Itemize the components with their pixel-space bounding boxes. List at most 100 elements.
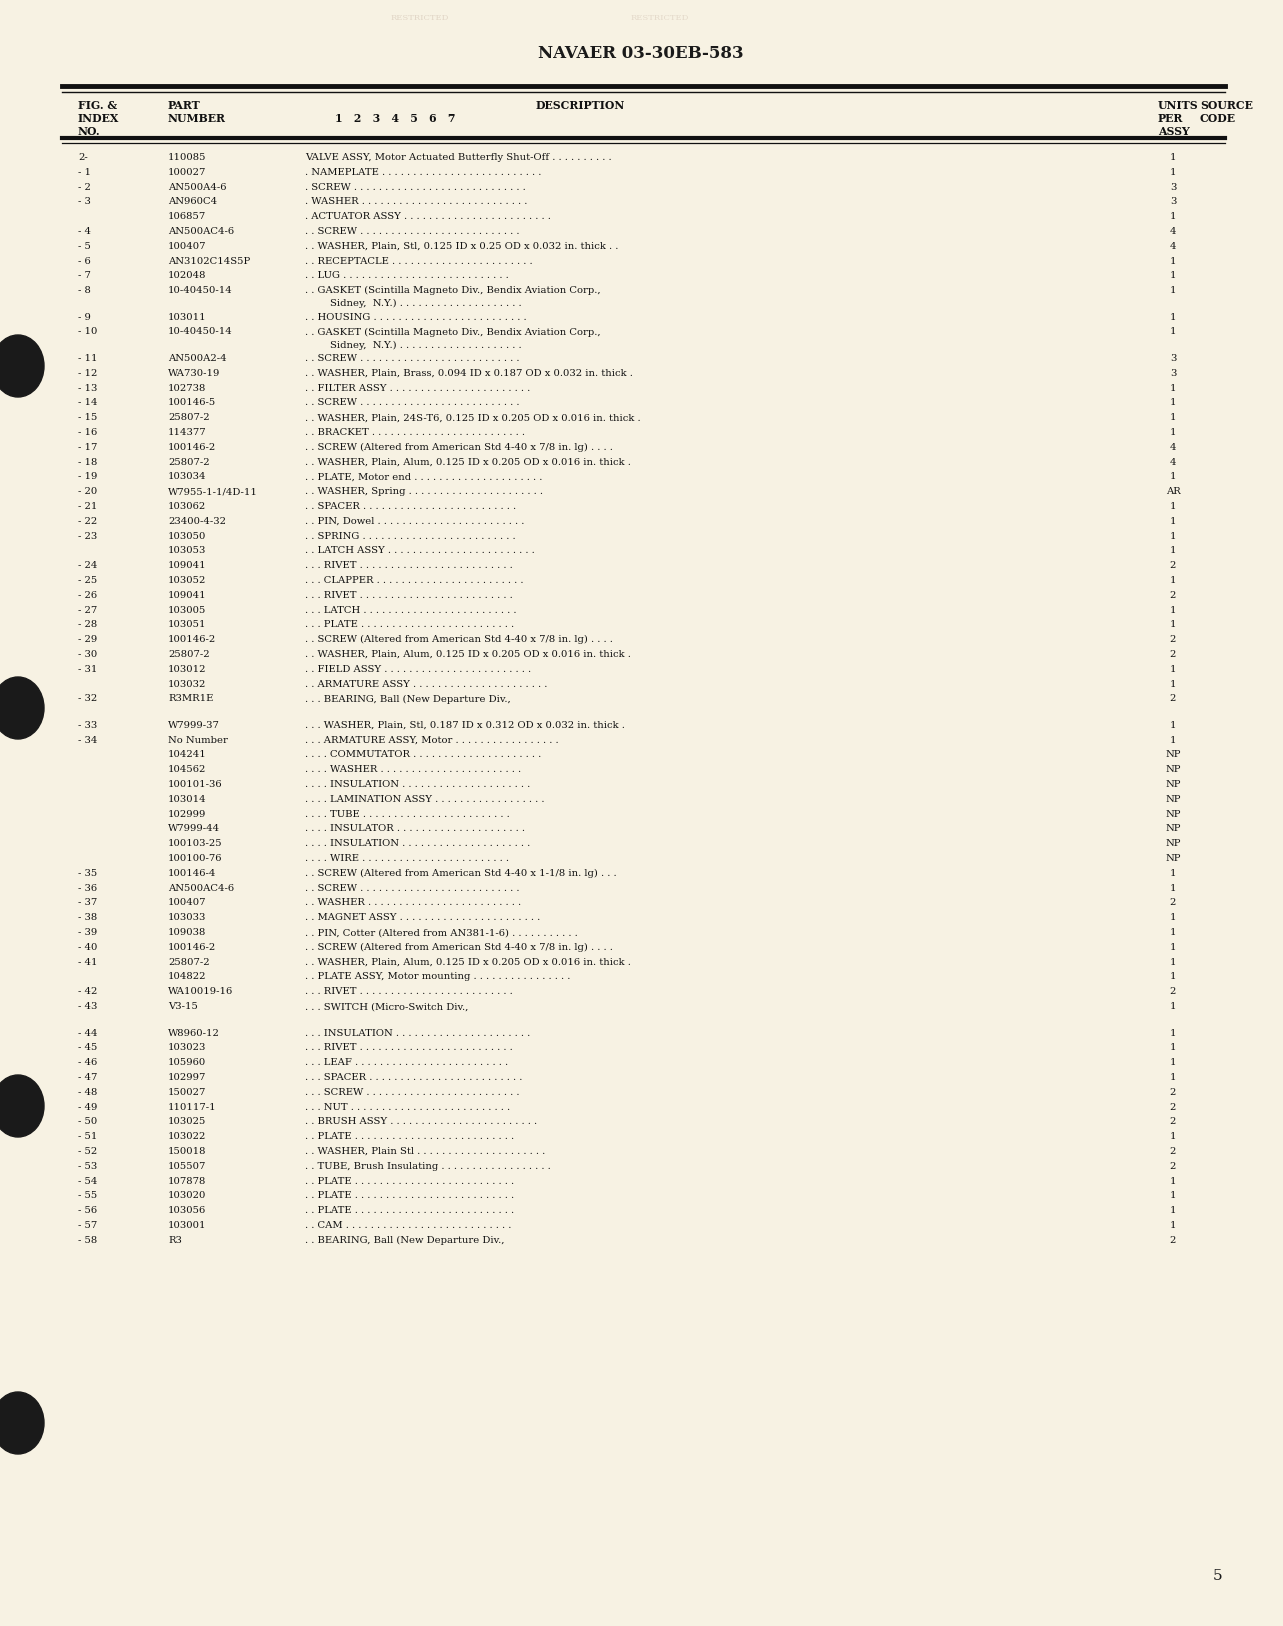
Text: 3: 3 bbox=[1170, 197, 1177, 207]
Text: . . SCREW (Altered from American Std 4-40 x 7/8 in. lg) . . . .: . . SCREW (Altered from American Std 4-4… bbox=[305, 943, 613, 953]
Text: - 13: - 13 bbox=[78, 384, 98, 392]
Text: . . FILTER ASSY . . . . . . . . . . . . . . . . . . . . . . .: . . FILTER ASSY . . . . . . . . . . . . … bbox=[305, 384, 530, 392]
Text: - 52: - 52 bbox=[78, 1146, 98, 1156]
Text: . . . . TUBE . . . . . . . . . . . . . . . . . . . . . . . .: . . . . TUBE . . . . . . . . . . . . . .… bbox=[305, 810, 509, 820]
Text: 103005: 103005 bbox=[168, 605, 207, 615]
Text: 1: 1 bbox=[1170, 1059, 1177, 1067]
Text: - 25: - 25 bbox=[78, 576, 98, 585]
Text: DESCRIPTION: DESCRIPTION bbox=[535, 101, 625, 111]
Text: . . . RIVET . . . . . . . . . . . . . . . . . . . . . . . . .: . . . RIVET . . . . . . . . . . . . . . … bbox=[305, 1044, 513, 1052]
Text: . . WASHER, Spring . . . . . . . . . . . . . . . . . . . . . .: . . WASHER, Spring . . . . . . . . . . .… bbox=[305, 488, 543, 496]
Text: - 26: - 26 bbox=[78, 590, 98, 600]
Text: R3: R3 bbox=[168, 1236, 182, 1246]
Text: . . . RIVET . . . . . . . . . . . . . . . . . . . . . . . . .: . . . RIVET . . . . . . . . . . . . . . … bbox=[305, 987, 513, 997]
Text: 100407: 100407 bbox=[168, 242, 207, 250]
Text: - 19: - 19 bbox=[78, 473, 98, 481]
Text: - 18: - 18 bbox=[78, 457, 98, 467]
Text: - 39: - 39 bbox=[78, 928, 98, 937]
Text: 2: 2 bbox=[1170, 561, 1177, 571]
Text: 1: 1 bbox=[1170, 546, 1177, 556]
Text: 100146-2: 100146-2 bbox=[168, 636, 217, 644]
Text: - 35: - 35 bbox=[78, 868, 98, 878]
Text: . . SCREW (Altered from American Std 4-40 x 7/8 in. lg) . . . .: . . SCREW (Altered from American Std 4-4… bbox=[305, 636, 613, 644]
Text: 100101-36: 100101-36 bbox=[168, 780, 223, 789]
Text: 100146-5: 100146-5 bbox=[168, 398, 217, 408]
Text: 103022: 103022 bbox=[168, 1132, 207, 1141]
Text: 25807-2: 25807-2 bbox=[168, 958, 209, 967]
Text: NAVAER 03-30EB-583: NAVAER 03-30EB-583 bbox=[538, 46, 744, 62]
Text: AN500A2-4: AN500A2-4 bbox=[168, 354, 227, 363]
Text: 104822: 104822 bbox=[168, 972, 207, 982]
Text: - 44: - 44 bbox=[78, 1029, 98, 1037]
Text: 3: 3 bbox=[1170, 182, 1177, 192]
Text: WA730-19: WA730-19 bbox=[168, 369, 221, 377]
Text: - 10: - 10 bbox=[78, 327, 98, 337]
Text: 1: 1 bbox=[1170, 213, 1177, 221]
Text: . . TUBE, Brush Insulating . . . . . . . . . . . . . . . . . .: . . TUBE, Brush Insulating . . . . . . .… bbox=[305, 1163, 550, 1171]
Text: 102997: 102997 bbox=[168, 1073, 207, 1081]
Text: 10-40450-14: 10-40450-14 bbox=[168, 286, 232, 296]
Text: 103033: 103033 bbox=[168, 914, 207, 922]
Text: . . SCREW . . . . . . . . . . . . . . . . . . . . . . . . . .: . . SCREW . . . . . . . . . . . . . . . … bbox=[305, 398, 520, 408]
Text: No Number: No Number bbox=[168, 735, 228, 745]
Text: - 17: - 17 bbox=[78, 442, 98, 452]
Text: - 42: - 42 bbox=[78, 987, 98, 997]
Text: R3MR1E: R3MR1E bbox=[168, 694, 213, 704]
Text: . . . . LAMINATION ASSY . . . . . . . . . . . . . . . . . .: . . . . LAMINATION ASSY . . . . . . . . … bbox=[305, 795, 544, 803]
Text: 100103-25: 100103-25 bbox=[168, 839, 223, 849]
Text: SOURCE: SOURCE bbox=[1200, 101, 1253, 111]
Text: . . RECEPTACLE . . . . . . . . . . . . . . . . . . . . . . .: . . RECEPTACLE . . . . . . . . . . . . .… bbox=[305, 257, 532, 265]
Text: . . . . INSULATION . . . . . . . . . . . . . . . . . . . . .: . . . . INSULATION . . . . . . . . . . .… bbox=[305, 780, 530, 789]
Text: 103025: 103025 bbox=[168, 1117, 207, 1127]
Text: 2: 2 bbox=[1170, 987, 1177, 997]
Text: 1: 1 bbox=[1170, 735, 1177, 745]
Text: 100407: 100407 bbox=[168, 899, 207, 907]
Text: - 55: - 55 bbox=[78, 1192, 98, 1200]
Text: 1: 1 bbox=[1170, 720, 1177, 730]
Text: . . BRUSH ASSY . . . . . . . . . . . . . . . . . . . . . . . .: . . BRUSH ASSY . . . . . . . . . . . . .… bbox=[305, 1117, 538, 1127]
Text: 103034: 103034 bbox=[168, 473, 207, 481]
Text: 1: 1 bbox=[1170, 1044, 1177, 1052]
Text: 1: 1 bbox=[1170, 665, 1177, 673]
Text: AN500A4-6: AN500A4-6 bbox=[168, 182, 227, 192]
Text: NP: NP bbox=[1165, 824, 1180, 834]
Text: 106857: 106857 bbox=[168, 213, 207, 221]
Text: . . WASHER, Plain, Stl, 0.125 ID x 0.25 OD x 0.032 in. thick . .: . . WASHER, Plain, Stl, 0.125 ID x 0.25 … bbox=[305, 242, 618, 250]
Text: . . SPRING . . . . . . . . . . . . . . . . . . . . . . . . .: . . SPRING . . . . . . . . . . . . . . .… bbox=[305, 532, 516, 540]
Text: 110085: 110085 bbox=[168, 153, 207, 163]
Text: - 30: - 30 bbox=[78, 650, 98, 659]
Text: NP: NP bbox=[1165, 780, 1180, 789]
Text: 2: 2 bbox=[1170, 636, 1177, 644]
Text: 150018: 150018 bbox=[168, 1146, 207, 1156]
Text: 1: 1 bbox=[1170, 680, 1177, 688]
Text: 2: 2 bbox=[1170, 1117, 1177, 1127]
Text: 1: 1 bbox=[1170, 914, 1177, 922]
Text: 2: 2 bbox=[1170, 650, 1177, 659]
Text: . . . LEAF . . . . . . . . . . . . . . . . . . . . . . . . .: . . . LEAF . . . . . . . . . . . . . . .… bbox=[305, 1059, 508, 1067]
Text: . . LUG . . . . . . . . . . . . . . . . . . . . . . . . . . .: . . LUG . . . . . . . . . . . . . . . . … bbox=[305, 272, 509, 280]
Text: - 57: - 57 bbox=[78, 1221, 98, 1229]
Text: RESTRICTED: RESTRICTED bbox=[391, 15, 449, 23]
Text: . . PLATE . . . . . . . . . . . . . . . . . . . . . . . . . .: . . PLATE . . . . . . . . . . . . . . . … bbox=[305, 1192, 514, 1200]
Text: . . . NUT . . . . . . . . . . . . . . . . . . . . . . . . . .: . . . NUT . . . . . . . . . . . . . . . … bbox=[305, 1102, 511, 1112]
Text: W7999-37: W7999-37 bbox=[168, 720, 219, 730]
Text: . . WASHER, Plain Stl . . . . . . . . . . . . . . . . . . . . .: . . WASHER, Plain Stl . . . . . . . . . … bbox=[305, 1146, 545, 1156]
Text: . . PLATE . . . . . . . . . . . . . . . . . . . . . . . . . .: . . PLATE . . . . . . . . . . . . . . . … bbox=[305, 1177, 514, 1185]
Text: - 56: - 56 bbox=[78, 1206, 98, 1215]
Text: . . WASHER, Plain, Alum, 0.125 ID x 0.205 OD x 0.016 in. thick .: . . WASHER, Plain, Alum, 0.125 ID x 0.20… bbox=[305, 650, 631, 659]
Text: 100027: 100027 bbox=[168, 167, 207, 177]
Text: 109041: 109041 bbox=[168, 561, 207, 571]
Text: . . . SWITCH (Micro-Switch Div.,: . . . SWITCH (Micro-Switch Div., bbox=[305, 1002, 468, 1011]
Text: 4: 4 bbox=[1170, 242, 1177, 250]
Text: . . BEARING, Ball (New Departure Div.,: . . BEARING, Ball (New Departure Div., bbox=[305, 1236, 504, 1246]
Text: 1: 1 bbox=[1170, 153, 1177, 163]
Text: - 58: - 58 bbox=[78, 1236, 98, 1246]
Text: - 5: - 5 bbox=[78, 242, 91, 250]
Text: NUMBER: NUMBER bbox=[168, 112, 226, 124]
Text: - 6: - 6 bbox=[78, 257, 91, 265]
Text: . . . . WIRE . . . . . . . . . . . . . . . . . . . . . . . .: . . . . WIRE . . . . . . . . . . . . . .… bbox=[305, 854, 509, 863]
Text: 100146-2: 100146-2 bbox=[168, 442, 217, 452]
Text: - 34: - 34 bbox=[78, 735, 98, 745]
Text: . . SCREW . . . . . . . . . . . . . . . . . . . . . . . . . .: . . SCREW . . . . . . . . . . . . . . . … bbox=[305, 883, 520, 893]
Text: . . WASHER, Plain, Alum, 0.125 ID x 0.205 OD x 0.016 in. thick .: . . WASHER, Plain, Alum, 0.125 ID x 0.20… bbox=[305, 958, 631, 967]
